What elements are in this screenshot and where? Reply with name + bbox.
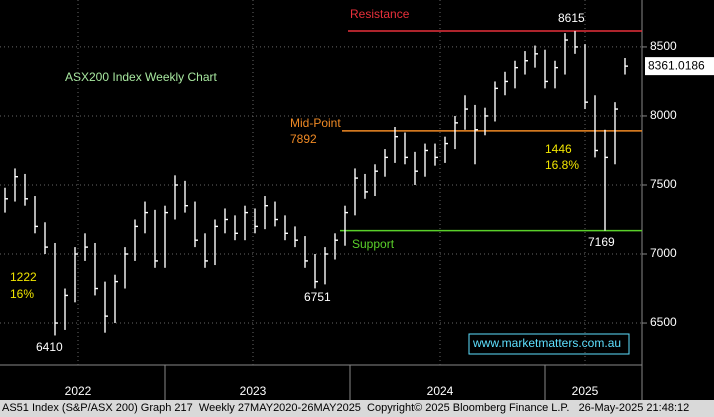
annotation: 1446	[545, 142, 572, 156]
x-axis-band	[0, 365, 642, 400]
website: www.marketmatters.com.au	[472, 336, 621, 350]
y-tick-label: 8500	[650, 39, 677, 53]
chart-title: ASX200 Index Weekly Chart	[65, 70, 218, 84]
low-label: 6751	[304, 290, 331, 304]
level-value: 7892	[290, 132, 317, 146]
level-label: Resistance	[350, 7, 410, 21]
chart: ASX200 Index Weekly Chart 1446 16.8% 122…	[0, 0, 714, 400]
x-tick-label: 2023	[240, 384, 267, 398]
y-tick-label: 8000	[650, 108, 677, 122]
annotation: 1222	[10, 270, 37, 284]
level-label: Support	[352, 237, 395, 251]
x-tick-label: 2025	[572, 384, 599, 398]
last-price-box	[645, 57, 714, 76]
website-box	[468, 333, 630, 355]
last-price: 8361.0186	[648, 58, 705, 72]
footer: AS51 Index (S&P/ASX 200) Graph 217 Weekl…	[0, 400, 714, 417]
high-label: 8615	[558, 11, 585, 25]
low-label: 7169	[588, 235, 615, 249]
annotation: 16.8%	[545, 158, 579, 172]
x-tick-label: 2022	[65, 384, 92, 398]
y-tick-label: 6500	[650, 315, 677, 329]
low-label: 6410	[36, 340, 63, 354]
y-tick-label: 7500	[650, 177, 677, 191]
x-tick-label: 2024	[427, 384, 454, 398]
level-label: Mid-Point	[290, 116, 341, 130]
y-tick-label: 7000	[650, 246, 677, 260]
annotation: 16%	[10, 287, 34, 301]
